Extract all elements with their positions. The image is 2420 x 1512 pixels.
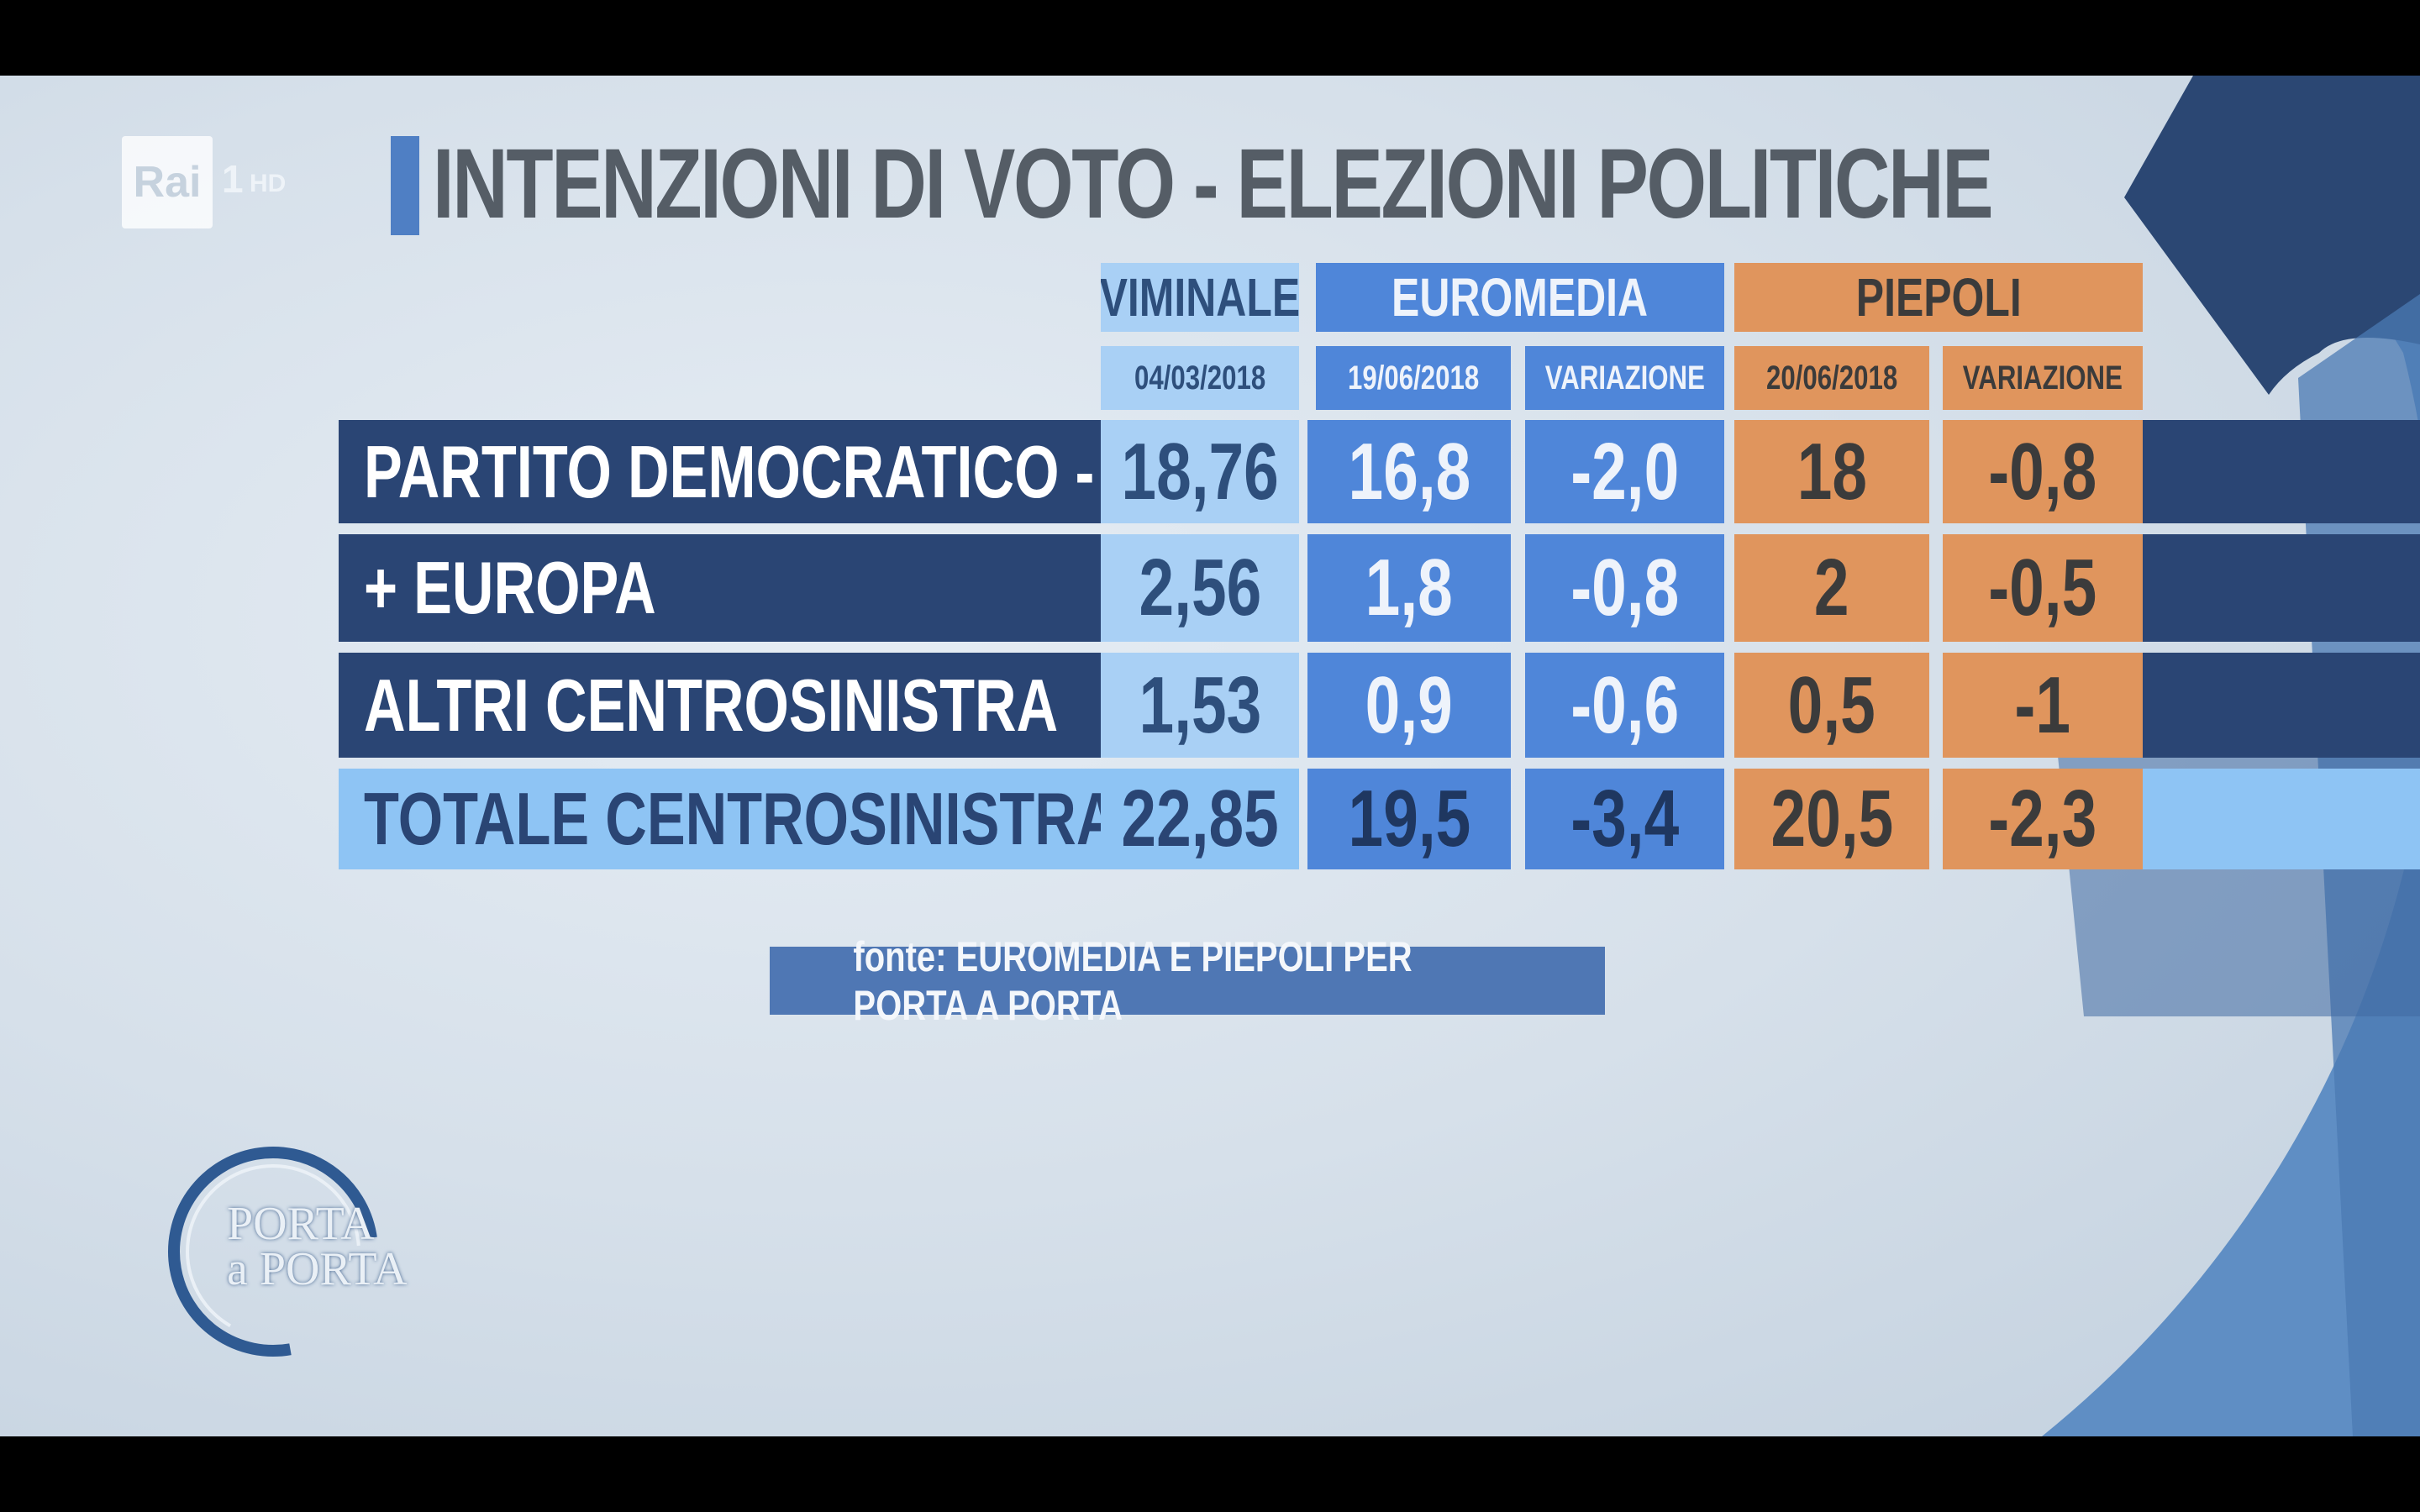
- row-band-extension: [2143, 534, 2420, 642]
- cell-euromedia: 1,8: [1307, 534, 1511, 642]
- subheader-euromedia-change: VARIAZIONE: [1525, 346, 1724, 410]
- channel-number: 1: [222, 157, 244, 201]
- source-note: fonte: EUROMEDIA E PIEPOLI PER PORTA A P…: [770, 933, 1605, 1029]
- row-band-extension: [2143, 769, 2420, 869]
- subheader-euromedia-date: 19/06/2018: [1316, 346, 1511, 410]
- subheader-viminale-date: 04/03/2018: [1101, 346, 1299, 410]
- header-piepoli: PIEPOLI: [1734, 263, 2143, 332]
- porta-a-porta-line1: PORTA: [227, 1198, 375, 1250]
- subheader-piepoli-date: 20/06/2018: [1734, 346, 1929, 410]
- cell-piepoli-change: -1: [1943, 653, 2143, 758]
- row-party-label: PARTITO DEMOCRATICO - PSE: [339, 420, 1101, 523]
- row-party-label: ALTRI CENTROSINISTRA: [339, 653, 1101, 758]
- cell-piepoli-change: -0,8: [1943, 420, 2143, 523]
- cell-euromedia: 16,8: [1307, 420, 1511, 523]
- cell-viminale: 1,53: [1101, 653, 1299, 758]
- porta-a-porta-logo: PORTA a PORTA: [227, 1198, 408, 1295]
- cell-piepoli: 2: [1734, 534, 1929, 642]
- cell-euromedia-total: 19,5: [1307, 769, 1511, 869]
- header-euromedia: EUROMEDIA: [1316, 263, 1724, 332]
- porta-a-porta-ring-icon: [168, 1147, 378, 1357]
- cell-piepoli-total: 20,5: [1734, 769, 1929, 869]
- cell-piepoli-change: -0,5: [1943, 534, 2143, 642]
- row-band-extension: [2143, 653, 2420, 758]
- cell-euromedia-change: -0,6: [1525, 653, 1724, 758]
- header-viminale: VIMINALE: [1101, 263, 1299, 332]
- cell-euromedia-change-total: -3,4: [1525, 769, 1724, 869]
- cell-piepoli-change-total: -2,3: [1943, 769, 2143, 869]
- cell-euromedia-change: -0,8: [1525, 534, 1724, 642]
- row-party-label-total: TOTALE CENTROSINISTRA: [339, 769, 1101, 869]
- chart-title: INTENZIONI DI VOTO - ELEZIONI POLITICHE: [433, 129, 1994, 239]
- cell-viminale: 18,76: [1101, 420, 1299, 523]
- rai-logo-text: Rai: [133, 158, 202, 207]
- cell-piepoli: 0,5: [1734, 653, 1929, 758]
- title-accent-bar: [391, 136, 419, 235]
- row-band-extension: [2143, 420, 2420, 523]
- cell-viminale-total: 22,85: [1101, 769, 1299, 869]
- hd-badge: HD: [250, 170, 287, 197]
- cell-viminale: 2,56: [1101, 534, 1299, 642]
- broadcast-frame: Rai 1 HD INTENZIONI DI VOTO - ELEZIONI P…: [0, 76, 2420, 1436]
- rai-logo: Rai: [122, 136, 213, 228]
- cell-piepoli: 18: [1734, 420, 1929, 523]
- cell-euromedia-change: -2,0: [1525, 420, 1724, 523]
- cell-euromedia: 0,9: [1307, 653, 1511, 758]
- porta-a-porta-line2: a PORTA: [227, 1243, 408, 1295]
- subheader-piepoli-change: VARIAZIONE: [1943, 346, 2143, 410]
- row-party-label: + EUROPA: [339, 534, 1101, 642]
